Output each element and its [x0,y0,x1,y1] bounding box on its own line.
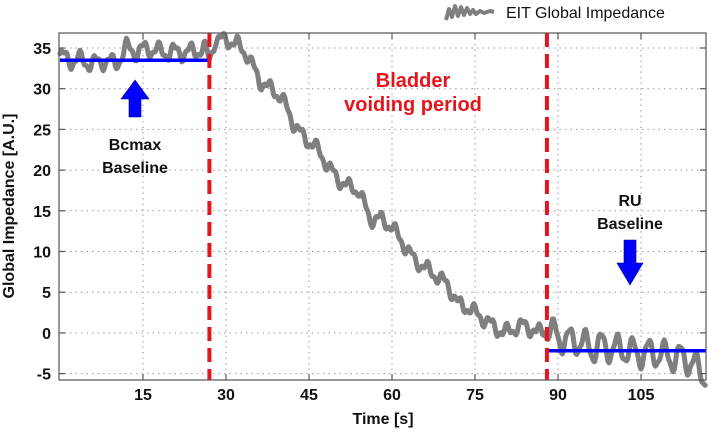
bcmax-label-line1: Bcmax [109,137,162,154]
y-tick-label: 10 [33,245,51,262]
axis-ticks: 15 30 45 60 75 90 105 -5 0 5 10 15 20 25 30 35 [33,33,706,404]
y-tick-label: 15 [33,204,51,221]
arrow-down-icon [616,239,644,286]
y-axis-label: Global Impedance [A.U.] [1,114,18,299]
y-tick-label: -5 [37,367,51,384]
y-tick-label: 25 [33,122,51,139]
x-tick-label: 105 [628,387,655,404]
x-tick-label: 90 [549,387,567,404]
bcmax-annotation: Bcmax Baseline [102,79,168,177]
x-tick-label: 30 [217,387,235,404]
ru-label-line1: RU [618,193,641,210]
ru-annotation: RU Baseline [597,193,663,286]
voiding-annotation: Bladder voiding period [344,70,482,116]
x-tick-label: 45 [300,387,318,404]
legend-swatch-icon [444,4,495,21]
voiding-markers [207,33,549,380]
y-tick-label: 20 [33,163,51,180]
y-tick-label: 35 [33,41,51,58]
x-tick-label: 75 [466,387,484,404]
x-axis-label: Time [s] [352,411,413,428]
arrow-up-icon [120,79,150,118]
voiding-label-line2: voiding period [344,94,482,116]
legend: EIT Global Impedance [444,4,665,22]
y-tick-label: 5 [42,285,51,302]
y-tick-label: 30 [33,82,51,99]
x-tick-label: 60 [383,387,401,404]
voiding-label-line1: Bladder [376,70,451,92]
x-tick-label: 15 [134,387,152,404]
bcmax-label-line2: Baseline [102,160,168,177]
plot-frame [58,32,707,381]
y-tick-label: 0 [42,326,51,343]
legend-label: EIT Global Impedance [506,5,665,22]
data-series [57,31,708,388]
ru-label-line2: Baseline [597,216,663,233]
